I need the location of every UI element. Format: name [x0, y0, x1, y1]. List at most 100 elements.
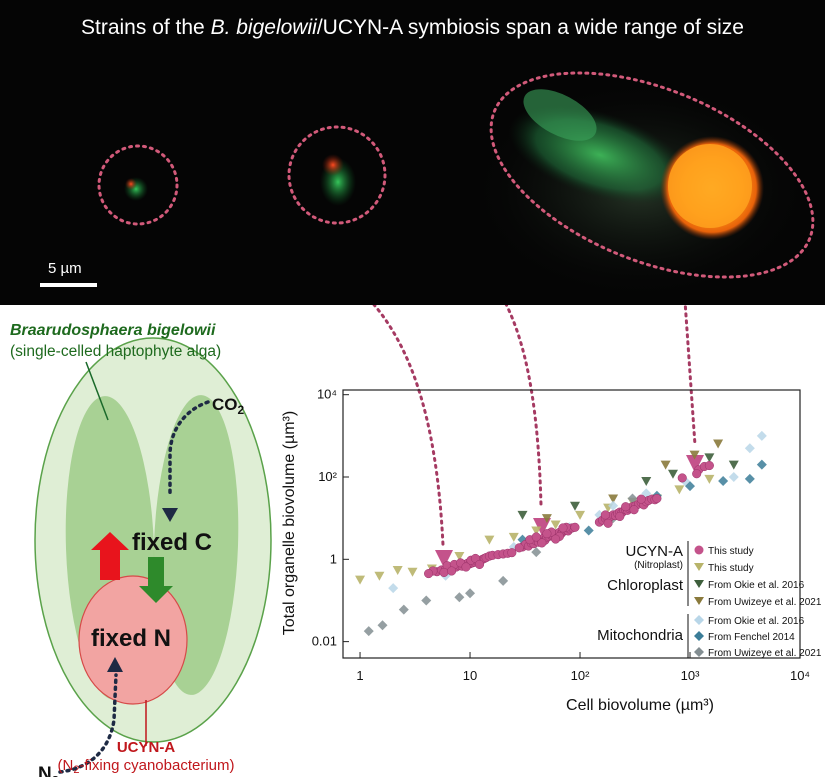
point-mitochondria-from-okie-et-al-2016-8: [728, 472, 739, 483]
point-mitochondria-from-uwizeye-et-al-2021-0: [363, 626, 374, 637]
point-chloroplast-this-study-14: [674, 485, 685, 495]
point-mitochondria-from-fenchel-2014-6: [744, 473, 755, 484]
co2-path: [168, 400, 210, 497]
fixed-n-label: fixed N: [91, 625, 171, 652]
point-ucyn-a-this-study-105: [692, 469, 702, 479]
y-tick-label-2: 10²: [318, 469, 337, 484]
n2-arrowhead: [107, 657, 123, 672]
point-chloroplast-this-study-8: [531, 526, 542, 536]
x-tick-label-3: 10³: [681, 668, 700, 683]
point-ucyn-a-this-study-27: [447, 566, 457, 576]
x-tick-label-1: 10: [463, 668, 477, 683]
point-chloroplast-from-okie-et-al-2016-3: [667, 469, 678, 479]
point-ucyn-a-this-study-22: [461, 562, 471, 572]
point-mitochondria-from-uwizeye-et-al-2021-4: [454, 592, 465, 603]
chart-frame: [342, 389, 801, 659]
legend-entry-chloro-okie: From Okie et al. 2016: [708, 580, 805, 591]
point-ucyn-a-this-study-26: [439, 567, 449, 577]
point-chloroplast-from-okie-et-al-2016-0: [517, 510, 528, 520]
point-ucyn-a-this-study-25: [474, 559, 485, 570]
legend-marker-chloro-this: [694, 563, 704, 571]
x-tick-label-0: 1: [356, 668, 363, 683]
legend-marker-chloro-okie: [694, 580, 704, 588]
legend-group-ucyn-a: UCYN-A: [625, 543, 683, 560]
lower-panel: Braarudosphaera bigelowii (single-celled…: [10, 305, 822, 777]
large-cell-outline: [489, 71, 815, 279]
point-mitochondria-from-uwizeye-et-al-2021-10: [627, 493, 638, 504]
point-mitochondria-from-uwizeye-et-al-2021-6: [498, 575, 509, 586]
point-chloroplast-this-study-3: [407, 567, 418, 577]
point-chloroplast-from-okie-et-al-2016-1: [569, 501, 580, 511]
legend-marker-chloro-uwizeye: [694, 597, 704, 605]
fixed-c-label: fixed C: [132, 529, 212, 556]
medium-cell-outline: [287, 125, 387, 225]
point-ucyn-a-this-study-70: [558, 523, 568, 533]
y-tick-label-0: 0.01: [312, 634, 337, 649]
point-mitochondria-from-uwizeye-et-al-2021-8: [531, 547, 542, 558]
legend-group-chloroplast: Chloroplast: [607, 577, 684, 594]
co2-arrowhead: [162, 508, 178, 522]
point-chloroplast-from-uwizeye-et-al-2021-3: [713, 439, 724, 449]
point-chloroplast-from-okie-et-al-2016-2: [641, 476, 652, 486]
point-mitochondria-from-uwizeye-et-al-2021-1: [377, 620, 388, 631]
chart-x-label: Cell biovolume (µm³): [566, 697, 714, 714]
point-mitochondria-from-okie-et-al-2016-9: [756, 430, 767, 441]
point-chloroplast-from-okie-et-al-2016-4: [704, 453, 715, 463]
photo-title: Strains of the B. bigelowii/UCYN-A symbi…: [81, 16, 744, 39]
point-chloroplast-this-study-7: [508, 532, 519, 542]
point-chloroplast-this-study-9: [550, 520, 561, 530]
n2-label: N2: [38, 764, 59, 777]
point-ucyn-a-this-study-97: [615, 511, 625, 522]
point-mitochondria-from-fenchel-2014-1: [583, 525, 594, 536]
chart-y-label: Total organelle biovolume (µm³): [281, 411, 298, 635]
point-chloroplast-this-study-6: [484, 535, 495, 545]
point-chloroplast-from-okie-et-al-2016-5: [728, 460, 739, 470]
legend-marker-mito-okie: [694, 615, 704, 625]
symbiont-name: UCYN-A: [117, 739, 175, 756]
co2-label: CO2: [212, 395, 245, 417]
scale-bar-label: 5 µm: [48, 260, 82, 277]
point-ucyn-a-this-study-35: [424, 569, 434, 579]
point-ucyn-a-this-study-69: [551, 534, 561, 544]
connector-small-head: [435, 550, 453, 568]
point-mitochondria-from-okie-et-al-2016-10: [744, 443, 755, 454]
connector-medium: [504, 305, 543, 507]
legend-entry-mito-fenchel: From Fenchel 2014: [708, 632, 795, 643]
point-ucyn-a-this-study-106: [677, 473, 687, 483]
y-tick-label-3: 10⁴: [317, 387, 337, 402]
large-cell-nitroplast-core: [668, 144, 752, 228]
medium-cell-nitroplast: [322, 154, 344, 176]
legend-marker-mito-fenchel: [694, 631, 704, 641]
point-ucyn-a-this-study-100: [636, 494, 646, 504]
host-description: (single-celled haptophyte alga): [10, 343, 221, 360]
point-ucyn-a-this-study-96: [600, 510, 610, 520]
point-chloroplast-this-study-10: [575, 510, 586, 520]
point-chloroplast-this-study-1: [374, 571, 385, 581]
symbiont-description: (N2-fixing cyanobacterium): [57, 757, 234, 776]
legend-marker-ucyn-a: [694, 545, 704, 555]
y-tick-label-1: 1: [330, 551, 337, 566]
legend-entry-ucyn-a-this-study: This study: [708, 546, 754, 557]
legend-entry-mito-uwizeye: From Uwizeye et al. 2021: [708, 648, 822, 659]
point-chloroplast-this-study-15: [704, 474, 715, 484]
microscopy-photo: Strains of the B. bigelowii/UCYN-A symbi…: [0, 0, 825, 305]
legend-entry-chloro-uwizeye: From Uwizeye et al. 2021: [708, 597, 822, 608]
point-ucyn-a-this-study-99: [629, 505, 639, 515]
point-chloroplast-from-uwizeye-et-al-2021-1: [608, 494, 619, 504]
chart-ticks: 1 10 10² 10³ 10⁴ 0.01 1 10² 10⁴: [312, 387, 810, 683]
legend-entry-chloro-this-study: This study: [708, 563, 754, 574]
point-ucyn-a-this-study-98: [621, 502, 631, 512]
point-mitochondria-from-uwizeye-et-al-2021-2: [398, 604, 409, 615]
connector-small: [372, 305, 445, 547]
point-ucyn-a-this-study-60: [570, 522, 580, 532]
point-ucyn-a-this-study-95: [652, 493, 662, 504]
legend-entry-mito-okie: From Okie et al. 2016: [708, 616, 805, 627]
connector-arrows: [372, 305, 704, 568]
host-name: Braarudosphaera bigelowii: [10, 322, 216, 339]
fixed-n-up-arrow: [91, 532, 129, 580]
legend-marker-mito-uwizeye: [694, 647, 704, 657]
point-ucyn-a-this-study-101: [603, 518, 613, 528]
legend-group-mitochondria: Mitochondria: [597, 627, 684, 644]
x-tick-label-4: 10⁴: [790, 668, 810, 683]
scatter-chart: 1 10 10² 10³ 10⁴ 0.01 1 10² 10⁴ Cell biovolume (…: [281, 387, 822, 714]
